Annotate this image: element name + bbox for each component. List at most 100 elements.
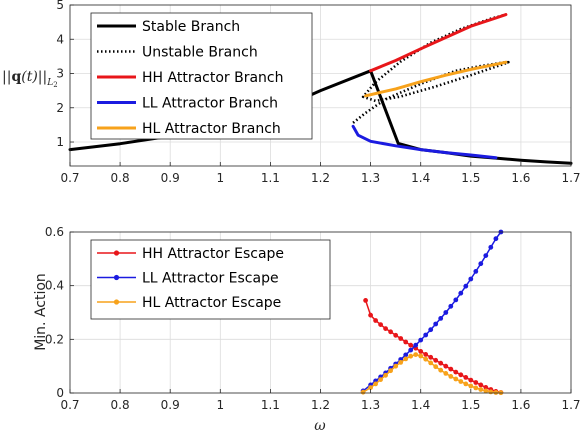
- hl-attractor-escape-point: [463, 381, 469, 387]
- hh-attractor-escape-point: [378, 322, 383, 327]
- upper-legend-label: Stable Branch: [142, 19, 240, 35]
- hl-attractor-escape-point: [453, 376, 459, 382]
- upper-plot: 0.7 0.8 0.9 1 1.1 1.2 1.3 1.4 1.5 1.6 1.7 1 2 3 4 5 ||q…: [2, 0, 581, 185]
- upper-xtick-label: 1.2: [311, 171, 330, 185]
- upper-legend-label: HH Attractor Branch: [142, 70, 284, 86]
- hl-attractor-escape-point: [468, 383, 474, 389]
- lower-xtick-label: 1.4: [411, 398, 430, 412]
- upper-ylabel: ||q(t)||L2: [2, 69, 58, 89]
- hh-attractor-escape-point: [428, 354, 434, 360]
- upper-xtick-label: 1.4: [411, 171, 430, 185]
- hl-attractor-escape-point: [378, 377, 383, 382]
- hl-attractor-escape-point: [360, 389, 366, 395]
- ll-attractor-escape-point: [473, 269, 479, 274]
- lower-series: [360, 229, 504, 396]
- ll-attractor-escape-point: [488, 244, 494, 250]
- hh-attractor-escape-point: [373, 318, 378, 323]
- lower-xlabel: ω: [314, 418, 326, 434]
- hh-attractor-branch-line: [369, 13, 508, 73]
- ll-attractor-escape-point: [478, 261, 484, 267]
- lower-xtick-label: 1.7: [561, 398, 580, 412]
- hl-attractor-escape-point: [428, 360, 434, 366]
- upper-ytick-label: 2: [56, 101, 64, 115]
- upper-xtick-label: 1.5: [461, 171, 480, 185]
- ll-attractor-escape-point: [458, 290, 464, 296]
- upper-xtick-label: 1.6: [511, 171, 530, 185]
- ll-attractor-escape-point: [443, 310, 449, 315]
- ll-attractor-escape-point: [438, 316, 444, 321]
- hh-attractor-escape-point: [483, 385, 489, 390]
- hh-attractor-escape-point: [403, 339, 409, 345]
- upper-legend-label: Unstable Branch: [142, 45, 258, 61]
- lower-xtick-label: 1.6: [511, 398, 530, 412]
- hl-attractor-escape-point: [383, 372, 388, 378]
- lower-legend-marker: [113, 274, 120, 281]
- hh-attractor-escape-point: [463, 375, 469, 380]
- hh-attractor-escape-point: [393, 332, 399, 338]
- hl-attractor-escape-point: [443, 371, 449, 376]
- hh-attractor-escape-point: [363, 298, 368, 303]
- ll-attractor-branch-line: [351, 124, 498, 160]
- hl-attractor-escape-point: [423, 356, 429, 362]
- lower-xtick-label: 1.1: [261, 398, 280, 412]
- hl-attractor-escape-point: [433, 364, 439, 370]
- lower-xtick-label: 0.7: [60, 398, 79, 412]
- hl-attractor-escape-point: [478, 387, 484, 392]
- hh-attractor-escape-point: [453, 369, 459, 375]
- lower-xtick-label: 1: [216, 398, 224, 412]
- hh-attractor-escape-point: [398, 336, 404, 341]
- hl-attractor-branch-line: [364, 60, 508, 98]
- lower-legend-label: HH Attractor Escape: [142, 246, 284, 262]
- lower-legend-marker: [113, 250, 120, 256]
- hl-attractor-escape-point: [368, 385, 373, 390]
- ll-attractor-escape-point: [403, 352, 409, 358]
- ll-attractor-escape-point: [408, 347, 414, 353]
- lower-xtick-label: 1.5: [461, 398, 480, 412]
- hl-attractor-escape-point: [408, 353, 414, 359]
- lower-legend: HH Attractor Escape LL Attractor Escape HL…: [90, 239, 331, 320]
- lower-ticks: 0.7 0.8 0.9 1 1.1 1.2 1.3 1.4 1.5 1.6 1.7 0 0.2 0.4 0.…: [45, 225, 581, 412]
- ll-attractor-escape-point: [423, 332, 429, 338]
- lower-ytick-label: 0: [56, 386, 64, 400]
- lower-xtick-label: 1.2: [311, 398, 330, 412]
- ll-attractor-escape-point: [448, 303, 454, 309]
- hl-attractor-escape-point: [393, 363, 399, 369]
- ll-attractor-escape-point: [413, 342, 419, 348]
- lower-legend-marker: [113, 299, 120, 305]
- hl-attractor-escape-line: [362, 353, 502, 394]
- lower-xtick-label: 0.8: [111, 398, 130, 412]
- hl-attractor-escape-point: [388, 368, 393, 374]
- upper-xtick-label: 1.1: [261, 171, 280, 185]
- ll-attractor-escape-point: [433, 321, 439, 327]
- upper-xtick-label: 0.7: [60, 171, 79, 185]
- hh-attractor-escape-point: [433, 357, 439, 363]
- upper-ticks: 0.7 0.8 0.9 1 1.1 1.2 1.3 1.4 1.5 1.6 1.7 1 2 3 4 5: [56, 0, 580, 185]
- lower-ytick-label: 0.4: [45, 279, 64, 293]
- ll-attractor-escape-line: [362, 231, 502, 392]
- upper-legend-label: LL Attractor Branch: [142, 96, 278, 112]
- hl-attractor-escape-point: [373, 381, 378, 387]
- hh-attractor-escape-point: [478, 382, 484, 388]
- hh-attractor-escape-point: [443, 363, 449, 369]
- hh-attractor-escape-point: [388, 329, 393, 335]
- lower-legend-label: HL Attractor Escape: [142, 295, 281, 311]
- upper-xtick-label: 0.9: [161, 171, 180, 185]
- ll-attractor-escape-point: [468, 276, 474, 282]
- hl-attractor-escape-point: [493, 390, 499, 395]
- lower-ylabel: Min. Action: [33, 273, 49, 351]
- ll-attractor-escape-point: [493, 236, 499, 242]
- upper-ytick-label: 3: [56, 67, 64, 81]
- hh-attractor-escape-point: [468, 377, 474, 383]
- upper-legend-label: HL Attractor Branch: [142, 121, 281, 137]
- hl-attractor-escape-point: [413, 352, 419, 357]
- lower-plot: 0.7 0.8 0.9 1 1.1 1.2 1.3 1.4 1.5 1.6 1.7 0 0.2 0.4 0.…: [33, 225, 581, 434]
- hl-attractor-escape-point: [483, 388, 489, 394]
- hh-attractor-escape-point: [368, 312, 373, 318]
- hh-attractor-escape-point: [383, 326, 388, 331]
- lower-legend-label: LL Attractor Escape: [142, 271, 279, 287]
- upper-xtick-label: 1.7: [561, 171, 580, 185]
- upper-ytick-label: 4: [56, 32, 64, 46]
- upper-ytick-label: 5: [56, 0, 64, 12]
- ll-attractor-escape-point: [463, 283, 469, 289]
